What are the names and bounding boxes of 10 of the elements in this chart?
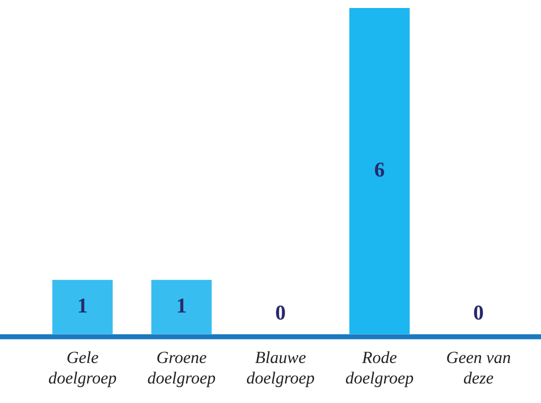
data-label: 1 (77, 293, 88, 318)
data-label: 0 (275, 300, 286, 325)
data-label: 0 (473, 300, 484, 325)
x-tick-label: Gele doelgroep (48, 348, 117, 388)
x-tick-label: Blauwe doelgroep (246, 348, 315, 388)
x-tick-label: Rode doelgroep (345, 348, 414, 388)
data-label: 6 (374, 158, 385, 182)
x-tick-label: Groene doelgroep (147, 348, 216, 388)
x-tick-label: Geen van deze (446, 348, 511, 388)
data-label: 1 (176, 293, 187, 318)
